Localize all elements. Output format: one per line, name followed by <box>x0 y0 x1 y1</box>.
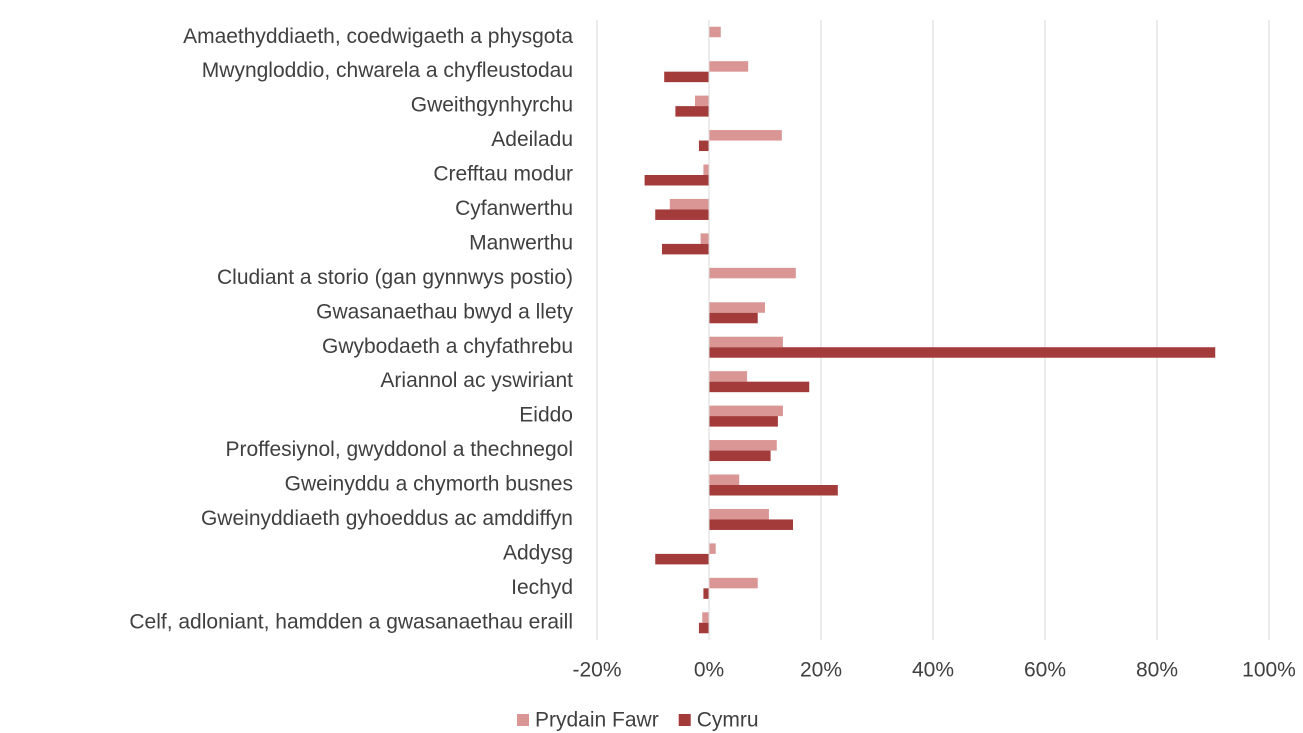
bar <box>655 209 709 220</box>
x-tick-label: 100% <box>1242 659 1296 682</box>
bar <box>709 416 778 427</box>
y-tick-label: Gweithgynhyrchu <box>411 94 573 117</box>
bar <box>644 175 709 186</box>
y-tick-label: Manwerthu <box>469 231 573 254</box>
y-tick-label: Adeiladu <box>491 128 573 151</box>
y-tick-label: Gweinyddiaeth gyhoeddus ac amddiffyn <box>201 507 573 530</box>
legend-swatch <box>517 714 529 726</box>
bar <box>709 312 758 324</box>
y-tick-label: Gweinyddu a chymorth busnes <box>285 473 573 496</box>
bar <box>655 553 709 565</box>
y-tick-label: Celf, adloniant, hamdden a gwasanaethau … <box>129 610 573 633</box>
y-tick-label: Mwyngloddio, chwarela a chyfleustodau <box>202 59 573 82</box>
y-tick-label: Eiddo <box>519 404 573 427</box>
y-tick-label: Iechyd <box>511 576 573 599</box>
y-tick-label: Cyfanwerthu <box>455 197 573 220</box>
bar <box>709 336 783 348</box>
bar <box>709 302 765 313</box>
y-tick-label: Cludiant a storio (gan gynnwys postio) <box>217 266 573 289</box>
bar <box>709 347 1216 358</box>
bar <box>709 26 721 38</box>
bar <box>709 577 758 589</box>
bar <box>709 440 777 451</box>
x-tick-label: 80% <box>1136 659 1178 682</box>
y-tick-label: Amaethyddiaeth, coedwigaeth a physgota <box>183 25 573 48</box>
bar <box>695 95 709 107</box>
bar <box>698 140 709 152</box>
x-tick-label: 20% <box>800 659 842 682</box>
y-tick-label: Crefftau modur <box>433 163 573 186</box>
bar <box>698 622 709 634</box>
y-tick-label: Proffesiynol, gwyddonol a thechnegol <box>225 438 573 461</box>
bar <box>703 164 709 175</box>
bar <box>709 508 769 520</box>
bar <box>700 233 709 244</box>
x-tick-label: 60% <box>1024 659 1066 682</box>
bar <box>709 519 793 530</box>
bar <box>664 71 709 83</box>
y-tick-label: Ariannol ac yswiriant <box>380 369 573 392</box>
legend-label: Cymru <box>697 709 759 732</box>
legend-swatch <box>678 714 691 726</box>
bar <box>709 61 749 72</box>
x-tick-label: 40% <box>912 659 954 682</box>
bar <box>709 543 716 554</box>
bar <box>675 106 709 117</box>
bar <box>709 450 771 462</box>
bar <box>661 243 709 255</box>
y-tick-label: Gwybodaeth a chyfathrebu <box>322 335 573 358</box>
x-tick-label: -20% <box>572 659 621 682</box>
y-tick-label: Gwasanaethau bwyd a llety <box>316 300 573 323</box>
bar <box>709 474 740 485</box>
bar <box>709 371 748 382</box>
bar <box>709 381 810 393</box>
legend-label: Prydain Fawr <box>535 709 659 732</box>
bar <box>709 485 838 496</box>
x-tick-label: 0% <box>694 659 724 682</box>
bar <box>709 267 796 279</box>
bar <box>709 405 783 417</box>
bar <box>702 612 709 623</box>
bar <box>709 130 782 141</box>
y-tick-label: Addysg <box>503 541 573 564</box>
bar <box>703 588 709 599</box>
bar <box>669 198 709 210</box>
